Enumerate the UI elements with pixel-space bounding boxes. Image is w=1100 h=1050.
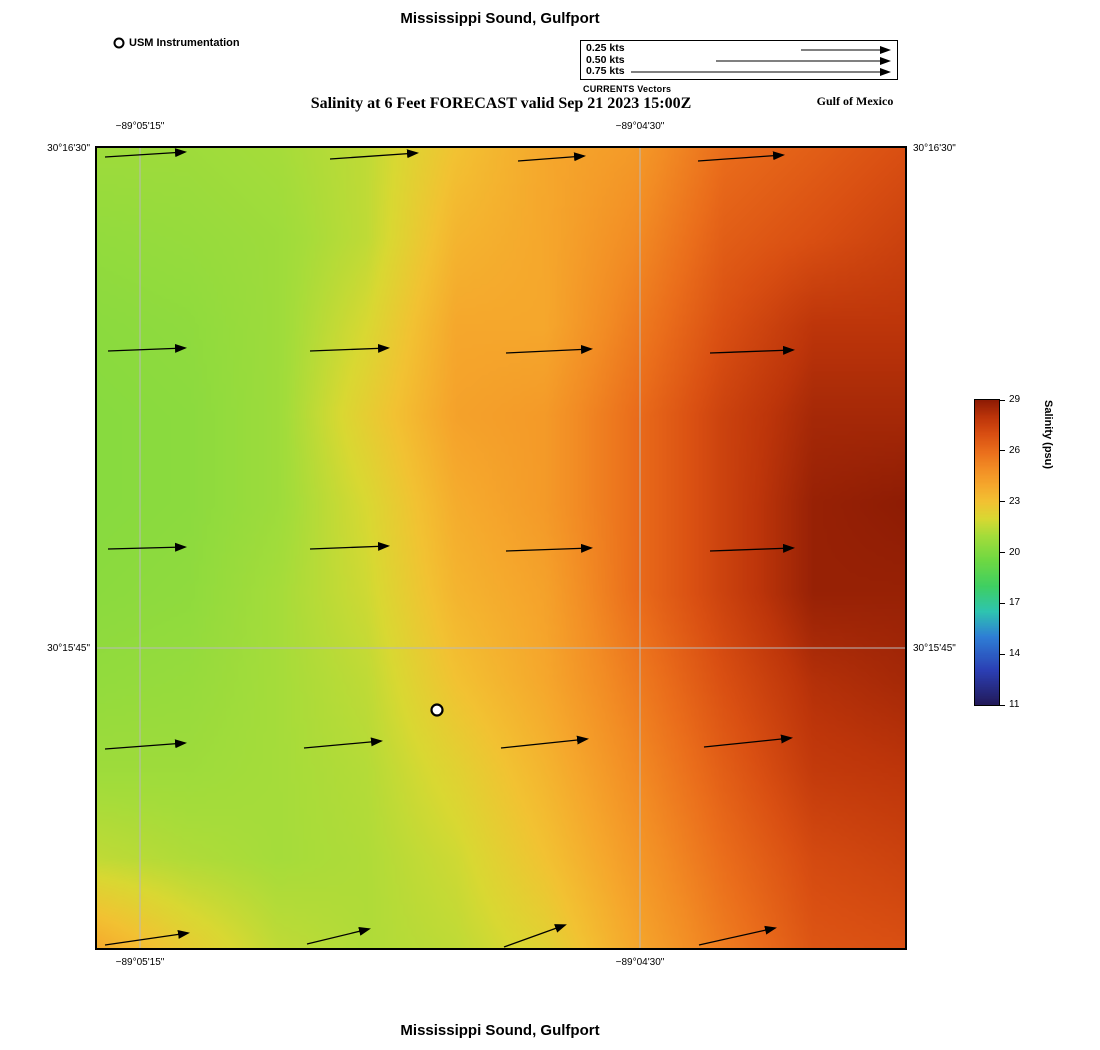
forecast-subtitle: Salinity at 6 Feet FORECAST valid Sep 21… <box>310 95 692 112</box>
lat-tick-label-right-top: 30°16'30" <box>913 143 956 154</box>
map-plot <box>95 146 907 950</box>
lat-tick-label-left-bottom: 30°15'45" <box>47 643 90 654</box>
current-vector <box>709 345 795 355</box>
current-vector <box>309 541 390 551</box>
colorbar-tick <box>1000 399 1005 401</box>
current-vector <box>104 929 190 946</box>
current-vector <box>500 735 589 749</box>
colorbar-tick <box>1000 450 1005 452</box>
colorbar-tick-label: 23 <box>1009 495 1021 507</box>
lon-tick-label-bottom-left: −89°05'15" <box>115 957 165 968</box>
colorbar-tick-label: 29 <box>1009 394 1021 405</box>
gulf-of-mexico-label: Gulf of Mexico <box>816 94 894 108</box>
colorbar-label: Salinity (psu) <box>1042 400 1054 470</box>
station-circle-icon <box>113 37 125 49</box>
station-marker-icon <box>430 703 444 717</box>
current-vector <box>306 926 371 945</box>
current-vector <box>709 543 795 553</box>
colorbar-tick-label: 17 <box>1009 597 1021 609</box>
lon-tick-label-top-right: −89°04'30" <box>615 121 665 132</box>
colorbar-tick-label: 14 <box>1009 648 1021 660</box>
map-overlay <box>97 148 905 948</box>
colorbar-gradient <box>975 400 999 705</box>
legend-speed-label: 0.75 kts <box>586 65 625 77</box>
colorbar-tick <box>1000 653 1005 655</box>
legend-speed-label: 0.50 kts <box>586 53 625 66</box>
colorbar-tick-label: 20 <box>1009 546 1021 558</box>
salinity-heatmap <box>97 148 905 948</box>
lon-tick-label-bottom-right: −89°04'30" <box>615 957 665 968</box>
current-vector <box>104 148 187 158</box>
current-vector <box>309 343 390 353</box>
current-vector <box>505 344 593 354</box>
colorbar-tick-label: 26 <box>1009 444 1021 456</box>
lat-tick-label-right-bottom: 30°15'45" <box>913 643 956 654</box>
colorbar <box>974 399 1000 706</box>
colorbar-tick <box>1000 602 1005 604</box>
current-vector <box>503 924 567 948</box>
page-title-top: Mississippi Sound, Gulfport <box>400 10 600 27</box>
page-title-bottom: Mississippi Sound, Gulfport <box>400 1022 600 1039</box>
usm-instrumentation-legend: USM Instrumentation <box>112 36 240 50</box>
colorbar-ticks: 29 26 23 20 17 14 11 <box>1000 394 1042 710</box>
current-vector <box>107 542 187 552</box>
current-vector <box>703 734 793 748</box>
colorbar-tick-label: 11 <box>1009 699 1020 710</box>
currents-legend-labels: 0.25 kts 0.50 kts 0.75 kts <box>586 42 625 78</box>
current-vector <box>303 737 383 749</box>
usm-instrumentation-label: USM Instrumentation <box>129 37 240 49</box>
currents-legend-arrows <box>631 46 891 76</box>
colorbar-tick <box>1000 501 1005 503</box>
current-vector <box>104 739 187 750</box>
lon-tick-label-top-left: −89°05'15" <box>115 121 165 132</box>
legend-speed-label: 0.25 kts <box>586 42 625 54</box>
current-vector <box>517 152 586 162</box>
current-vector <box>329 149 419 160</box>
current-vector <box>698 925 777 946</box>
lat-tick-label-left-top: 30°16'30" <box>47 143 90 154</box>
current-vector <box>697 151 785 162</box>
colorbar-tick <box>1000 704 1005 706</box>
current-vector <box>505 543 593 553</box>
currents-legend-title: CURRENTS Vectors <box>583 84 672 94</box>
current-vector <box>107 343 187 353</box>
currents-legend-box: 0.25 kts 0.50 kts 0.75 kts <box>580 40 898 80</box>
colorbar-tick <box>1000 552 1005 553</box>
